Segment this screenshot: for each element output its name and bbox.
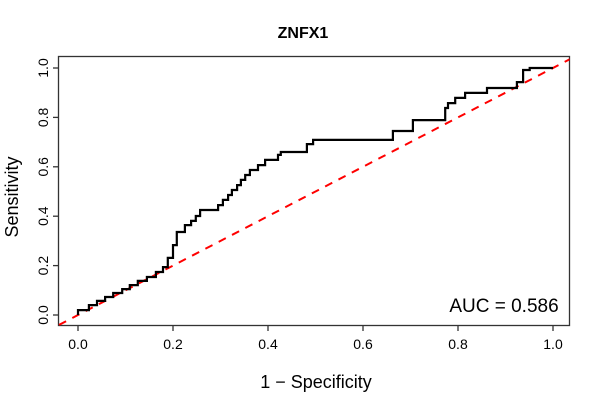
plot-box [57,55,571,327]
x-tick-label: 0.2 [163,336,183,352]
roc-curve-line [76,66,553,315]
x-tick-label: 1.0 [543,336,563,352]
x-tick-label: 0.8 [448,336,468,352]
y-tick-label: 0.0 [35,305,51,325]
y-tick-label: 0.4 [35,206,51,226]
y-axis-label: Sensitivity [2,156,22,237]
x-axis-label: 1 − Specificity [260,372,372,392]
auc-annotation: AUC = 0.586 [449,296,558,317]
y-tick-label: 1.0 [35,58,51,78]
y-tick-label: 0.6 [35,157,51,177]
y-tick-label: 0.2 [35,256,51,276]
series-layer [58,58,570,326]
x-tick-label: 0.6 [353,336,373,352]
y-tick-label: 0.8 [35,107,51,127]
x-tick-label: 0.0 [68,336,88,352]
chart-title: ZNFX1 [278,25,329,42]
x-tick-label: 0.4 [258,336,278,352]
axis-ticks: 0.0 0.2 0.4 0.6 0.8 1.0 0.0 0.2 0.4 0.6 0.8 1.0 [35,58,563,352]
